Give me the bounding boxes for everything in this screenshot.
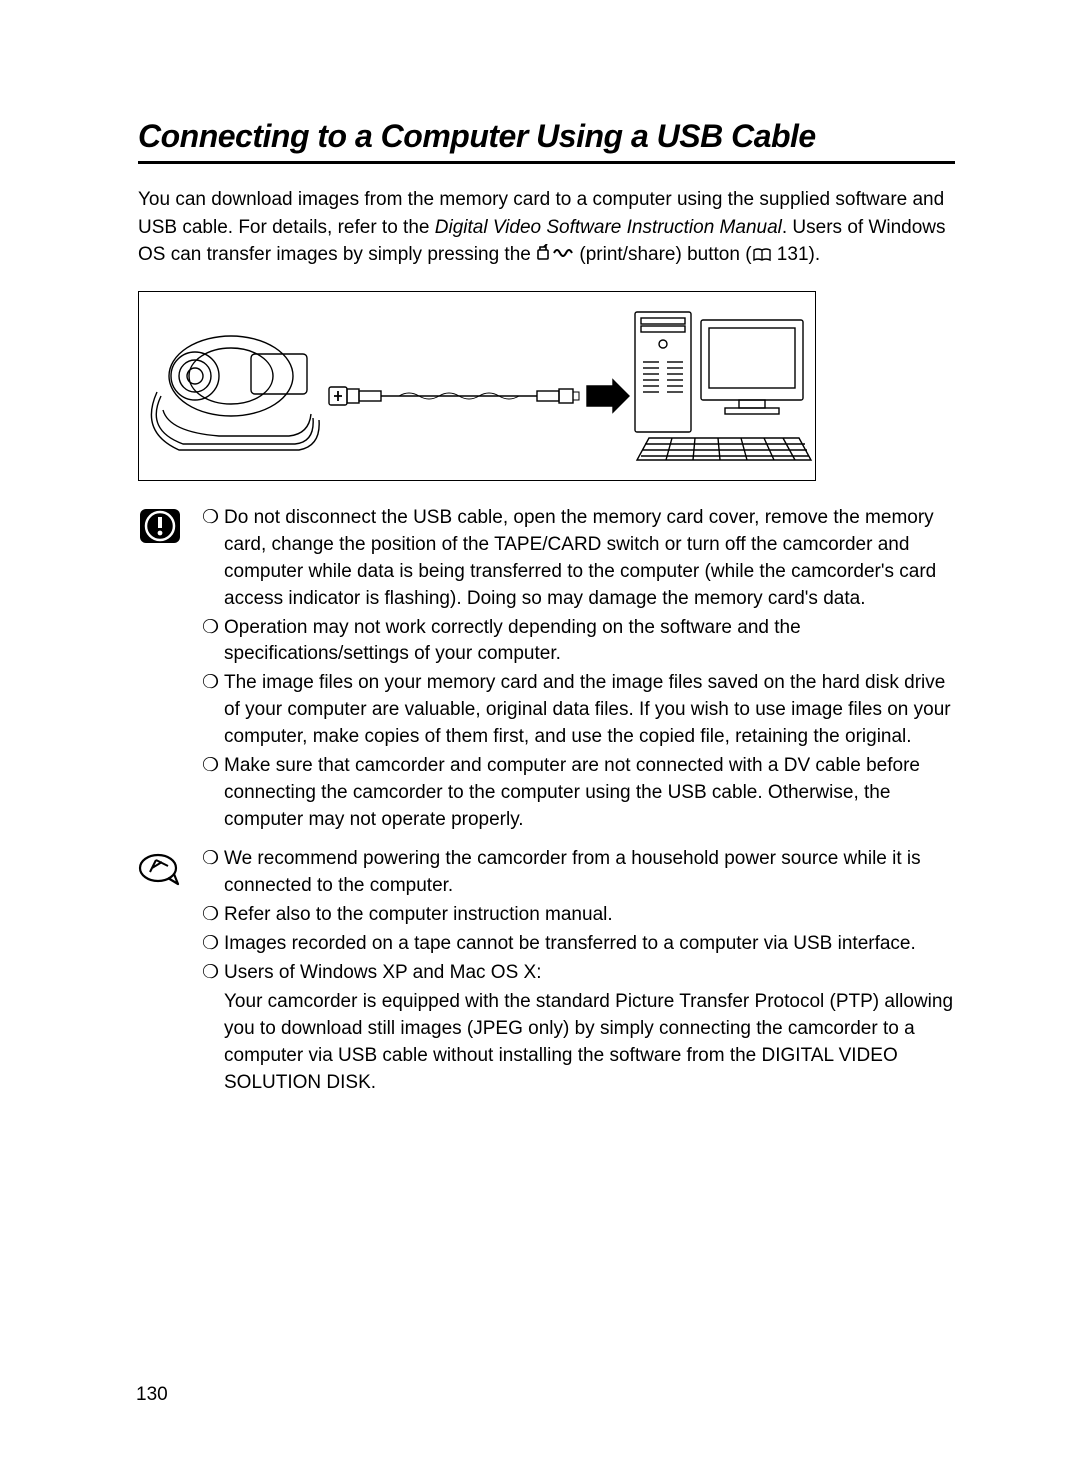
- warning-block: ❍Do not disconnect the USB cable, open t…: [138, 505, 955, 837]
- warning-text: Operation may not work correctly dependi…: [224, 615, 955, 669]
- bullet-glyph: ❍: [202, 670, 224, 751]
- intro-pageref: 131).: [772, 244, 821, 265]
- info-subtext: Your camcorder is equipped with the stan…: [202, 989, 955, 1097]
- bullet-glyph: ❍: [202, 846, 224, 900]
- info-note-icon: [138, 846, 184, 1097]
- connection-diagram: [138, 291, 816, 481]
- bullet-glyph: ❍: [202, 615, 224, 669]
- document-page: Connecting to a Computer Using a USB Cab…: [0, 0, 1080, 1097]
- warning-item: ❍Operation may not work correctly depend…: [202, 615, 955, 669]
- info-block: ❍We recommend powering the camcorder fro…: [138, 846, 955, 1097]
- bullet-glyph: ❍: [202, 505, 224, 613]
- bullet-glyph: ❍: [202, 960, 224, 987]
- book-ref-icon: [752, 243, 772, 271]
- info-item: ❍We recommend powering the camcorder fro…: [202, 846, 955, 900]
- warning-text: The image files on your memory card and …: [224, 670, 955, 751]
- page-title: Connecting to a Computer Using a USB Cab…: [138, 118, 955, 164]
- info-text: Users of Windows XP and Mac OS X:: [224, 960, 955, 987]
- warning-item: ❍Do not disconnect the USB cable, open t…: [202, 505, 955, 613]
- info-text: We recommend powering the camcorder from…: [224, 846, 955, 900]
- info-body: ❍We recommend powering the camcorder fro…: [202, 846, 955, 1097]
- info-item: ❍Refer also to the computer instruction …: [202, 902, 955, 929]
- bullet-glyph: ❍: [202, 931, 224, 958]
- info-item: ❍Images recorded on a tape cannot be tra…: [202, 931, 955, 958]
- print-share-icon: [536, 243, 574, 271]
- intro-manual-name: Digital Video Software Instruction Manua…: [435, 217, 782, 238]
- bullet-glyph: ❍: [202, 902, 224, 929]
- warning-text: Make sure that camcorder and computer ar…: [224, 753, 955, 834]
- page-number: 130: [136, 1384, 168, 1406]
- info-text: Images recorded on a tape cannot be tran…: [224, 931, 955, 958]
- warning-item: ❍Make sure that camcorder and computer a…: [202, 753, 955, 834]
- info-text: Refer also to the computer instruction m…: [224, 902, 955, 929]
- bullet-glyph: ❍: [202, 753, 224, 834]
- warning-text: Do not disconnect the USB cable, open th…: [224, 505, 955, 613]
- warning-item: ❍The image files on your memory card and…: [202, 670, 955, 751]
- info-item: ❍Users of Windows XP and Mac OS X:: [202, 960, 955, 987]
- intro-paragraph: You can download images from the memory …: [138, 186, 955, 271]
- warning-icon: [138, 505, 184, 837]
- warning-body: ❍Do not disconnect the USB cable, open t…: [202, 505, 955, 837]
- intro-text-3: (print/share) button (: [574, 244, 751, 265]
